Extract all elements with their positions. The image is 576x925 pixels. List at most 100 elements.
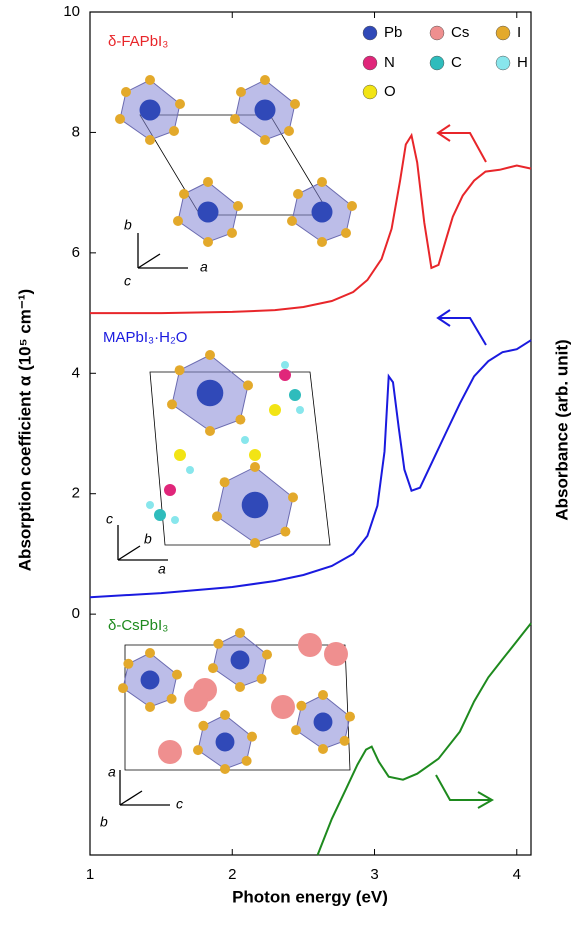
- atom: [216, 733, 235, 752]
- legend-marker: [496, 26, 510, 40]
- atom: [230, 114, 240, 124]
- atom: [231, 651, 250, 670]
- y-tick-label: 10: [63, 3, 80, 20]
- atom: [296, 701, 306, 711]
- atom: [203, 177, 213, 187]
- atom: [249, 449, 261, 461]
- atom: [260, 75, 270, 85]
- axis-letter: b: [124, 217, 132, 233]
- legend-marker: [363, 56, 377, 70]
- atom: [284, 126, 294, 136]
- atom: [175, 365, 185, 375]
- atom: [290, 99, 300, 109]
- line-series: [318, 623, 531, 855]
- legend-marker: [430, 56, 444, 70]
- atom: [288, 492, 298, 502]
- axis-arrows: [120, 770, 170, 805]
- atom: [291, 725, 301, 735]
- axis-arrows: [138, 233, 188, 268]
- atom: [220, 764, 230, 774]
- legend-marker: [363, 85, 377, 99]
- atom: [145, 702, 155, 712]
- atom: [242, 492, 269, 519]
- atom: [171, 516, 179, 524]
- atom: [173, 216, 183, 226]
- atom: [193, 745, 203, 755]
- atom: [324, 642, 348, 666]
- y-axis-label: Absorption coefficient α (10⁵ cm⁻¹): [15, 289, 34, 571]
- atom: [172, 670, 182, 680]
- axis-letter: c: [106, 511, 113, 527]
- y-tick-label: 6: [72, 244, 80, 261]
- legend-label: H: [517, 54, 528, 71]
- atom: [208, 663, 218, 673]
- atom: [220, 710, 230, 720]
- atom: [203, 237, 213, 247]
- atom: [220, 477, 230, 487]
- atom: [243, 380, 253, 390]
- atom: [118, 683, 128, 693]
- atom: [241, 436, 249, 444]
- atom: [145, 648, 155, 658]
- atom: [167, 399, 177, 409]
- x-tick-label: 2: [228, 866, 236, 883]
- atom: [141, 671, 160, 690]
- axis-letter: c: [176, 796, 183, 812]
- atom: [198, 721, 208, 731]
- legend-label: Cs: [451, 24, 469, 41]
- atom: [287, 216, 297, 226]
- atom: [257, 674, 267, 684]
- axis-letter: c: [124, 273, 131, 289]
- atom: [281, 361, 289, 369]
- atom: [167, 694, 177, 704]
- legend-label: I: [517, 24, 521, 41]
- atom: [345, 712, 355, 722]
- atom: [289, 389, 301, 401]
- atom: [280, 527, 290, 537]
- atom: [341, 228, 351, 238]
- atom: [145, 135, 155, 145]
- legend-label: C: [451, 54, 462, 71]
- atom: [227, 228, 237, 238]
- atom: [318, 690, 328, 700]
- atom: [121, 87, 131, 97]
- atom: [293, 189, 303, 199]
- atom: [184, 688, 208, 712]
- chart: Photon energy (eV) Absorption coefficien…: [0, 0, 576, 920]
- atom: [123, 659, 133, 669]
- atom: [164, 484, 176, 496]
- atom: [154, 509, 166, 521]
- atom: [255, 100, 276, 121]
- atom: [212, 511, 222, 521]
- atom: [146, 501, 154, 509]
- atom: [198, 202, 219, 223]
- atom: [174, 449, 186, 461]
- atom: [235, 628, 245, 638]
- atom: [317, 177, 327, 187]
- y2-axis-label: Absorbance (arb. unit): [552, 339, 571, 520]
- atom: [205, 426, 215, 436]
- atom: [312, 202, 333, 223]
- axis-letter: b: [100, 814, 108, 830]
- series-label: MAPbI₃·H₂O: [103, 329, 187, 346]
- arrows: [436, 125, 492, 808]
- x-tick-label: 1: [86, 866, 94, 883]
- y-tick-label: 4: [72, 364, 80, 381]
- legend-label: O: [384, 83, 396, 100]
- y-tick-label: 0: [72, 605, 80, 622]
- x-axis-label: Photon energy (eV): [232, 887, 388, 906]
- atom: [186, 466, 194, 474]
- atom: [269, 404, 281, 416]
- legend-label: Pb: [384, 24, 402, 41]
- atom: [250, 538, 260, 548]
- atom: [271, 695, 295, 719]
- atom: [250, 462, 260, 472]
- atom: [340, 736, 350, 746]
- series-label: δ-CsPbI₃: [108, 617, 168, 634]
- x-tick-label: 4: [513, 866, 521, 883]
- atom: [347, 201, 357, 211]
- atom: [260, 135, 270, 145]
- atom: [279, 369, 291, 381]
- atom: [242, 756, 252, 766]
- series-label: δ-FAPbI₃: [108, 33, 168, 50]
